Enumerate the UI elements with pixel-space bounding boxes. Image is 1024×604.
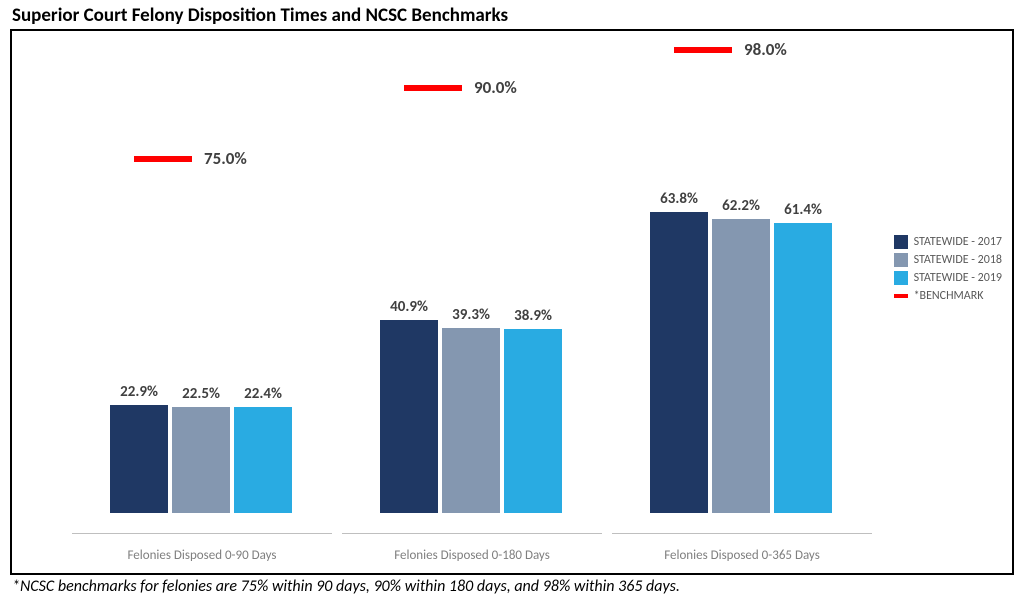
legend-label: STATEWIDE - 2018 — [914, 253, 1002, 267]
legend-swatch — [894, 253, 908, 267]
category-label: Felonies Disposed 0-365 Days — [612, 533, 872, 563]
bar-value-label: 61.4% — [774, 201, 832, 219]
legend-swatch — [894, 271, 908, 285]
benchmark-label: 75.0% — [204, 148, 247, 169]
legend-item: STATEWIDE - 2019 — [894, 271, 1002, 285]
bar: 63.8% — [650, 212, 708, 513]
legend-item: STATEWIDE - 2017 — [894, 235, 1002, 249]
legend-swatch — [894, 235, 908, 249]
bar-value-label: 22.9% — [110, 383, 168, 401]
bar: 39.3% — [442, 328, 500, 513]
chart-title: Superior Court Felony Disposition Times … — [0, 0, 1024, 29]
bar-value-label: 22.5% — [172, 385, 230, 403]
bar: 22.5% — [172, 407, 230, 513]
legend-item: *BENCHMARK — [894, 289, 1002, 303]
legend: STATEWIDE - 2017 STATEWIDE - 2018 STATEWID… — [894, 231, 1002, 307]
bar: 40.9% — [380, 320, 438, 513]
legend-label: STATEWIDE - 2019 — [914, 271, 1002, 285]
bar-group: 63.8%62.2%61.4%98.0%Felonies Disposed 0-… — [612, 41, 872, 513]
bar: 22.4% — [234, 407, 292, 513]
bar-value-label: 40.9% — [380, 298, 438, 316]
chart-area: 22.9%22.5%22.4% 75.0% Felonies Disposed 0-… — [12, 31, 1012, 573]
bar-value-label: 39.3% — [442, 306, 500, 324]
bar-value-label: 63.8% — [650, 190, 708, 208]
legend-item: STATEWIDE - 2018 — [894, 253, 1002, 267]
benchmark-marker — [674, 47, 732, 53]
benchmark-marker — [404, 85, 462, 91]
legend-label: STATEWIDE - 2017 — [914, 235, 1002, 249]
plot-region: 22.9%22.5%22.4%75.0%Felonies Disposed 0-… — [52, 41, 872, 513]
chart-border: 22.9%22.5%22.4% 75.0% Felonies Disposed 0-… — [10, 29, 1014, 575]
bar-group: 22.9%22.5%22.4%75.0%Felonies Disposed 0-… — [72, 41, 332, 513]
bar-value-label: 38.9% — [504, 307, 562, 325]
category-label: Felonies Disposed 0-180 Days — [342, 533, 602, 563]
legend-label: *BENCHMARK — [914, 289, 984, 303]
bar: 38.9% — [504, 329, 562, 513]
category-label: Felonies Disposed 0-90 Days — [72, 533, 332, 563]
bar-value-label: 22.4% — [234, 385, 292, 403]
legend-benchmark-swatch — [894, 294, 908, 298]
bar: 61.4% — [774, 223, 832, 513]
benchmark-label: 90.0% — [474, 77, 517, 98]
bar-group: 40.9%39.3%38.9%90.0%Felonies Disposed 0-… — [342, 41, 602, 513]
bar-value-label: 62.2% — [712, 197, 770, 215]
bar: 22.9% — [110, 405, 168, 513]
benchmark-marker — [134, 156, 192, 162]
benchmark-label: 98.0% — [744, 39, 787, 60]
footnote: *NCSC benchmarks for felonies are 75% wi… — [0, 575, 1024, 598]
bar: 62.2% — [712, 219, 770, 513]
